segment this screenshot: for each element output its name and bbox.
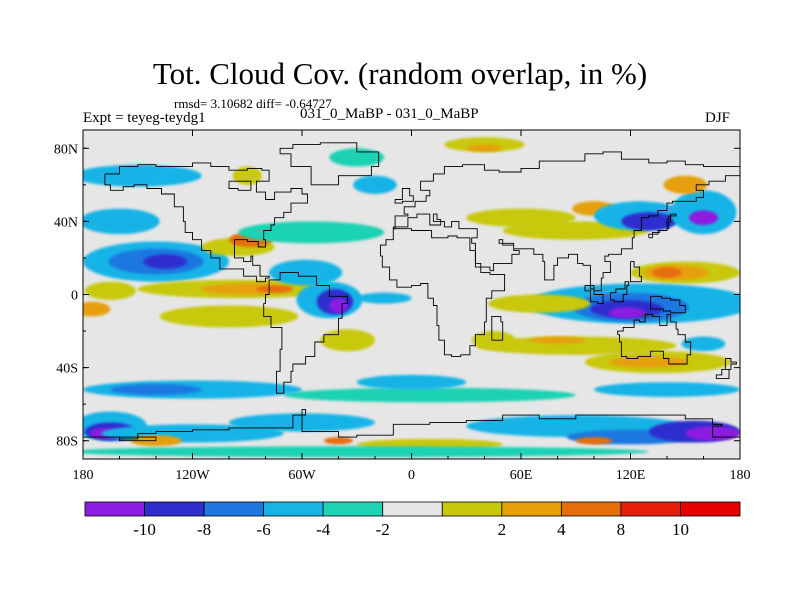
colorbar-label: -10 <box>133 520 156 539</box>
colorbar-swatch <box>203 501 265 517</box>
coastline <box>648 213 677 239</box>
colorbar-label: 4 <box>557 520 566 539</box>
anomaly-region <box>320 329 375 352</box>
anomaly-region <box>681 336 726 352</box>
colorbar-label: -2 <box>376 520 390 539</box>
colorbar-label: 10 <box>672 520 689 539</box>
anomaly-region <box>488 294 591 313</box>
anomaly-region <box>83 164 202 187</box>
anomaly-region <box>232 166 262 185</box>
anomaly-region <box>83 208 160 235</box>
coastline <box>650 295 686 314</box>
anomaly-region <box>283 387 576 403</box>
anomaly-region <box>83 446 649 458</box>
coastline <box>380 228 506 358</box>
coastline <box>491 315 504 341</box>
coastline <box>83 409 740 440</box>
colorbar-label: 2 <box>498 520 507 539</box>
x-tick-label: 180 <box>73 468 94 483</box>
anomaly-region <box>110 384 202 396</box>
y-tick-label: 80N <box>54 142 78 157</box>
coastline <box>119 436 157 442</box>
anomaly-region <box>83 301 111 317</box>
anomaly-region <box>84 281 136 300</box>
anomaly-region <box>594 382 740 397</box>
anomaly-region <box>356 374 467 390</box>
anomaly-region <box>621 212 677 231</box>
colorbar-swatch <box>84 501 145 517</box>
y-tick-label: 0 <box>71 289 78 304</box>
x-tick-label: 120W <box>175 468 210 483</box>
anomaly-region <box>329 298 348 313</box>
y-tick-label: 40N <box>54 215 78 230</box>
coastline <box>630 261 642 283</box>
experiment-subtitle: 031_0_MaBP - 031_0_MaBP <box>300 106 479 122</box>
anomaly-region <box>329 148 385 167</box>
anomaly-region <box>608 356 689 368</box>
colorbar-label: -6 <box>257 520 271 539</box>
x-axis: 180 120W 60W 0 60E 120E 180 <box>73 130 751 483</box>
anomaly-region <box>652 267 682 279</box>
colorbar-label: -4 <box>316 520 331 539</box>
x-tick-label: 60E <box>510 468 533 483</box>
y-axis: 80N 40N 0 40S 80S <box>54 142 740 450</box>
x-tick-label: 180 <box>730 468 751 483</box>
stats-label: rmsd= 3.10682 diff= -0.64727 <box>174 96 332 111</box>
anomaly-region <box>143 254 188 269</box>
colorbar-swatch <box>382 501 443 517</box>
anomaly-region <box>475 336 677 355</box>
map-title: Tot. Cloud Cov. (random overlap, in %) <box>152 56 648 91</box>
coastline <box>279 142 380 186</box>
anomaly-region <box>159 305 299 328</box>
colorbar-label: -8 <box>197 520 211 539</box>
coastline <box>263 272 349 394</box>
colorbar-swatch <box>144 501 205 517</box>
coastline <box>617 314 692 365</box>
colorbar-swatch <box>620 501 681 517</box>
colorbar-swatch <box>322 501 384 517</box>
y-tick-label: 40S <box>56 362 78 377</box>
colorbar-swatch <box>441 501 503 517</box>
coastline <box>228 180 252 191</box>
season-label: DJF <box>705 110 731 126</box>
y-tick-label: 80S <box>56 435 78 450</box>
colorbar-label: 8 <box>617 520 626 539</box>
coastline <box>609 281 630 303</box>
anomaly-region <box>238 221 385 244</box>
anomaly-region <box>356 292 412 304</box>
colorbar-swatch <box>560 501 622 517</box>
anomaly-region <box>269 259 343 286</box>
anomaly-region <box>466 144 503 152</box>
anomaly-region <box>323 437 354 445</box>
coastlines <box>83 142 740 442</box>
x-tick-label: 120E <box>616 468 646 483</box>
experiment-label: Expt = teyeg-teydg1 <box>83 110 206 126</box>
coastline <box>584 284 604 305</box>
x-tick-label: 60W <box>288 468 316 483</box>
anomaly-region <box>256 285 293 293</box>
anomaly-region <box>575 437 613 445</box>
anomaly-region <box>530 336 585 344</box>
coastline <box>104 162 308 283</box>
coastline <box>392 151 740 292</box>
anomaly-region <box>353 175 397 194</box>
anomaly-region <box>688 210 719 226</box>
colorbar-swatch <box>680 501 741 517</box>
anomaly-field <box>83 137 740 458</box>
anomaly-region <box>608 307 646 319</box>
coastline <box>715 358 737 380</box>
colorbar-swatch <box>501 501 562 517</box>
colorbar: -10 -8 -6 -4 -2 2 4 8 10 <box>84 501 741 539</box>
x-tick-label: 0 <box>408 468 415 483</box>
coastline <box>394 188 414 204</box>
colorbar-swatch <box>263 501 324 517</box>
